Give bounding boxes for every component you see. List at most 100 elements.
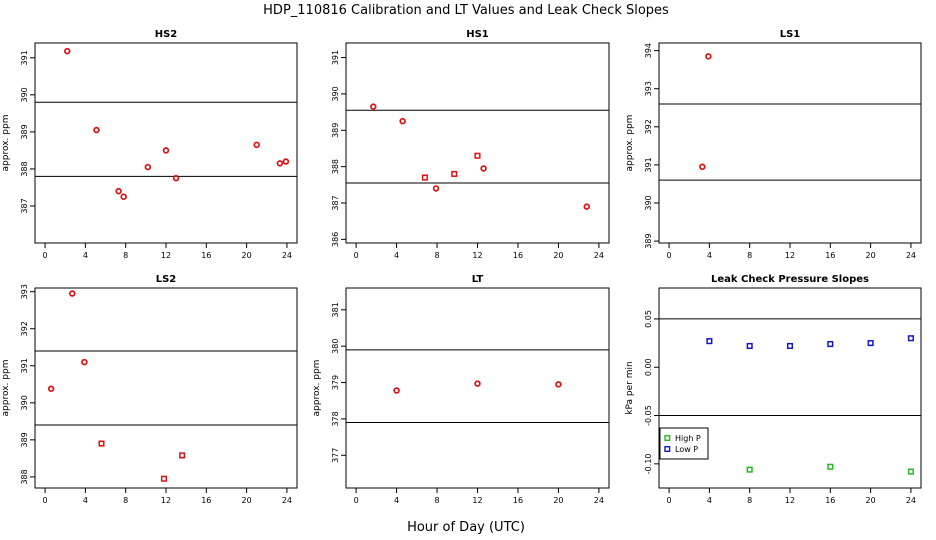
legend-marker (664, 446, 671, 453)
x-tick-label: 20 (242, 496, 252, 505)
x-tick-label: 0 (43, 251, 48, 260)
x-tick-label: 24 (282, 496, 292, 505)
data-point (115, 187, 122, 195)
panels: HS2 approx. ppm 0 4 8 12 16 20 24 387 388 389 390 391… (1, 29, 922, 505)
x-tick-label: 8 (747, 251, 752, 260)
data-point (555, 381, 562, 388)
y-tick-label: 0.05 (644, 310, 653, 328)
x-tick-label: 8 (747, 496, 752, 505)
x-tick-label: 0 (354, 496, 359, 505)
x-tick-label: 4 (83, 496, 88, 505)
x-tick-label: 12 (472, 496, 482, 505)
y-tick-label: 388 (20, 161, 29, 176)
panel-title: LS1 (780, 29, 801, 40)
data-point (699, 163, 706, 171)
x-tick-label: 12 (472, 251, 482, 260)
x-tick-label: 16 (825, 251, 835, 260)
y-tick-label: -0.05 (644, 405, 653, 426)
y-tick-label: 393 (20, 284, 29, 299)
data-point (172, 174, 180, 182)
y-tick-label: 377 (331, 448, 340, 463)
y-tick-label: 381 (331, 302, 340, 317)
y-axis-label: approx. ppm (1, 360, 11, 417)
data-point (421, 174, 428, 181)
panel-4: LS2 approx. ppm 0 4 8 12 16 20 24 388 389 390 391 392… (1, 274, 298, 505)
y-tick-label: 390 (20, 395, 29, 410)
data-point (63, 47, 71, 55)
data-point (160, 475, 168, 482)
x-axis-label: Hour of Day (UTC) (407, 520, 525, 535)
x-tick-label: 20 (866, 496, 876, 505)
x-tick-label: 24 (906, 496, 916, 505)
low-p-point (786, 342, 794, 350)
data-point (451, 170, 458, 177)
data-point (474, 152, 481, 159)
low-p-point (827, 340, 834, 348)
panel-5: LT approx. ppm 0 4 8 12 16 20 24 377 378 379 380 381 (312, 274, 610, 505)
data-point (276, 160, 284, 167)
legend-entry: Low P (675, 445, 698, 454)
data-point (370, 103, 377, 110)
y-tick-label: 391 (20, 50, 29, 65)
data-point (69, 290, 76, 297)
data-point (480, 165, 487, 172)
y-axis-label: approx. ppm (1, 115, 11, 172)
x-tick-label: 12 (785, 251, 795, 260)
y-tick-label: 389 (331, 123, 340, 138)
low-p-point (706, 338, 713, 345)
high-p-point (907, 468, 914, 475)
x-tick-label: 20 (553, 251, 563, 260)
figure-title: HDP_110816 Calibration and LT Values and… (263, 3, 669, 18)
y-tick-label: 387 (20, 198, 29, 213)
x-tick-label: 20 (242, 251, 252, 260)
y-tick-label: 379 (331, 375, 340, 390)
x-tick-label: 8 (434, 496, 439, 505)
data-point (474, 380, 481, 387)
y-tick-label: 386 (331, 232, 340, 247)
x-tick-label: 4 (707, 496, 712, 505)
y-tick-label: 390 (644, 195, 653, 210)
x-tick-label: 12 (785, 496, 795, 505)
legend-entry: High P (675, 434, 701, 443)
panel-3: LS1 approx. ppm 0 4 8 12 16 20 24 389 390 391 392 393… (625, 29, 922, 260)
y-tick-label: 394 (644, 43, 653, 58)
data-point (253, 141, 260, 149)
x-tick-label: 4 (394, 251, 399, 260)
x-tick-label: 24 (594, 496, 604, 505)
panel-1: HS2 approx. ppm 0 4 8 12 16 20 24 387 388 389 390 391 (1, 29, 298, 260)
x-tick-label: 4 (707, 251, 712, 260)
data-point (432, 185, 440, 192)
data-point (393, 387, 400, 394)
y-tick-label: 388 (20, 469, 29, 484)
panel-6: Leak Check Pressure Slopes kPa per min 0 4 8… (625, 274, 922, 505)
data-point (583, 203, 590, 210)
x-tick-label: 0 (43, 496, 48, 505)
x-tick-label: 20 (866, 251, 876, 260)
x-tick-label: 24 (906, 251, 916, 260)
x-tick-label: 24 (594, 251, 604, 260)
data-point (162, 147, 170, 154)
x-tick-label: 4 (83, 251, 88, 260)
data-point (282, 158, 290, 165)
data-point (144, 163, 152, 171)
y-tick-label: 392 (644, 119, 653, 134)
y-tick-label: 378 (331, 411, 340, 426)
high-p-point (746, 466, 753, 473)
y-tick-label: -0.10 (644, 453, 653, 474)
y-tick-label: 391 (644, 157, 653, 172)
plot-frame (345, 287, 610, 489)
y-tick-label: 392 (20, 321, 29, 336)
data-point (120, 193, 127, 200)
y-tick-label: 0.00 (644, 358, 653, 376)
low-p-point (746, 342, 753, 350)
x-tick-label: 12 (161, 251, 171, 260)
y-axis-label: kPa per min (625, 361, 635, 414)
legend-box (659, 427, 709, 460)
high-p-point (827, 463, 834, 470)
y-tick-label: 393 (644, 81, 653, 96)
x-tick-label: 16 (201, 251, 211, 260)
data-point (705, 53, 712, 60)
y-tick-label: 389 (20, 432, 29, 447)
y-tick-label: 391 (331, 50, 340, 65)
